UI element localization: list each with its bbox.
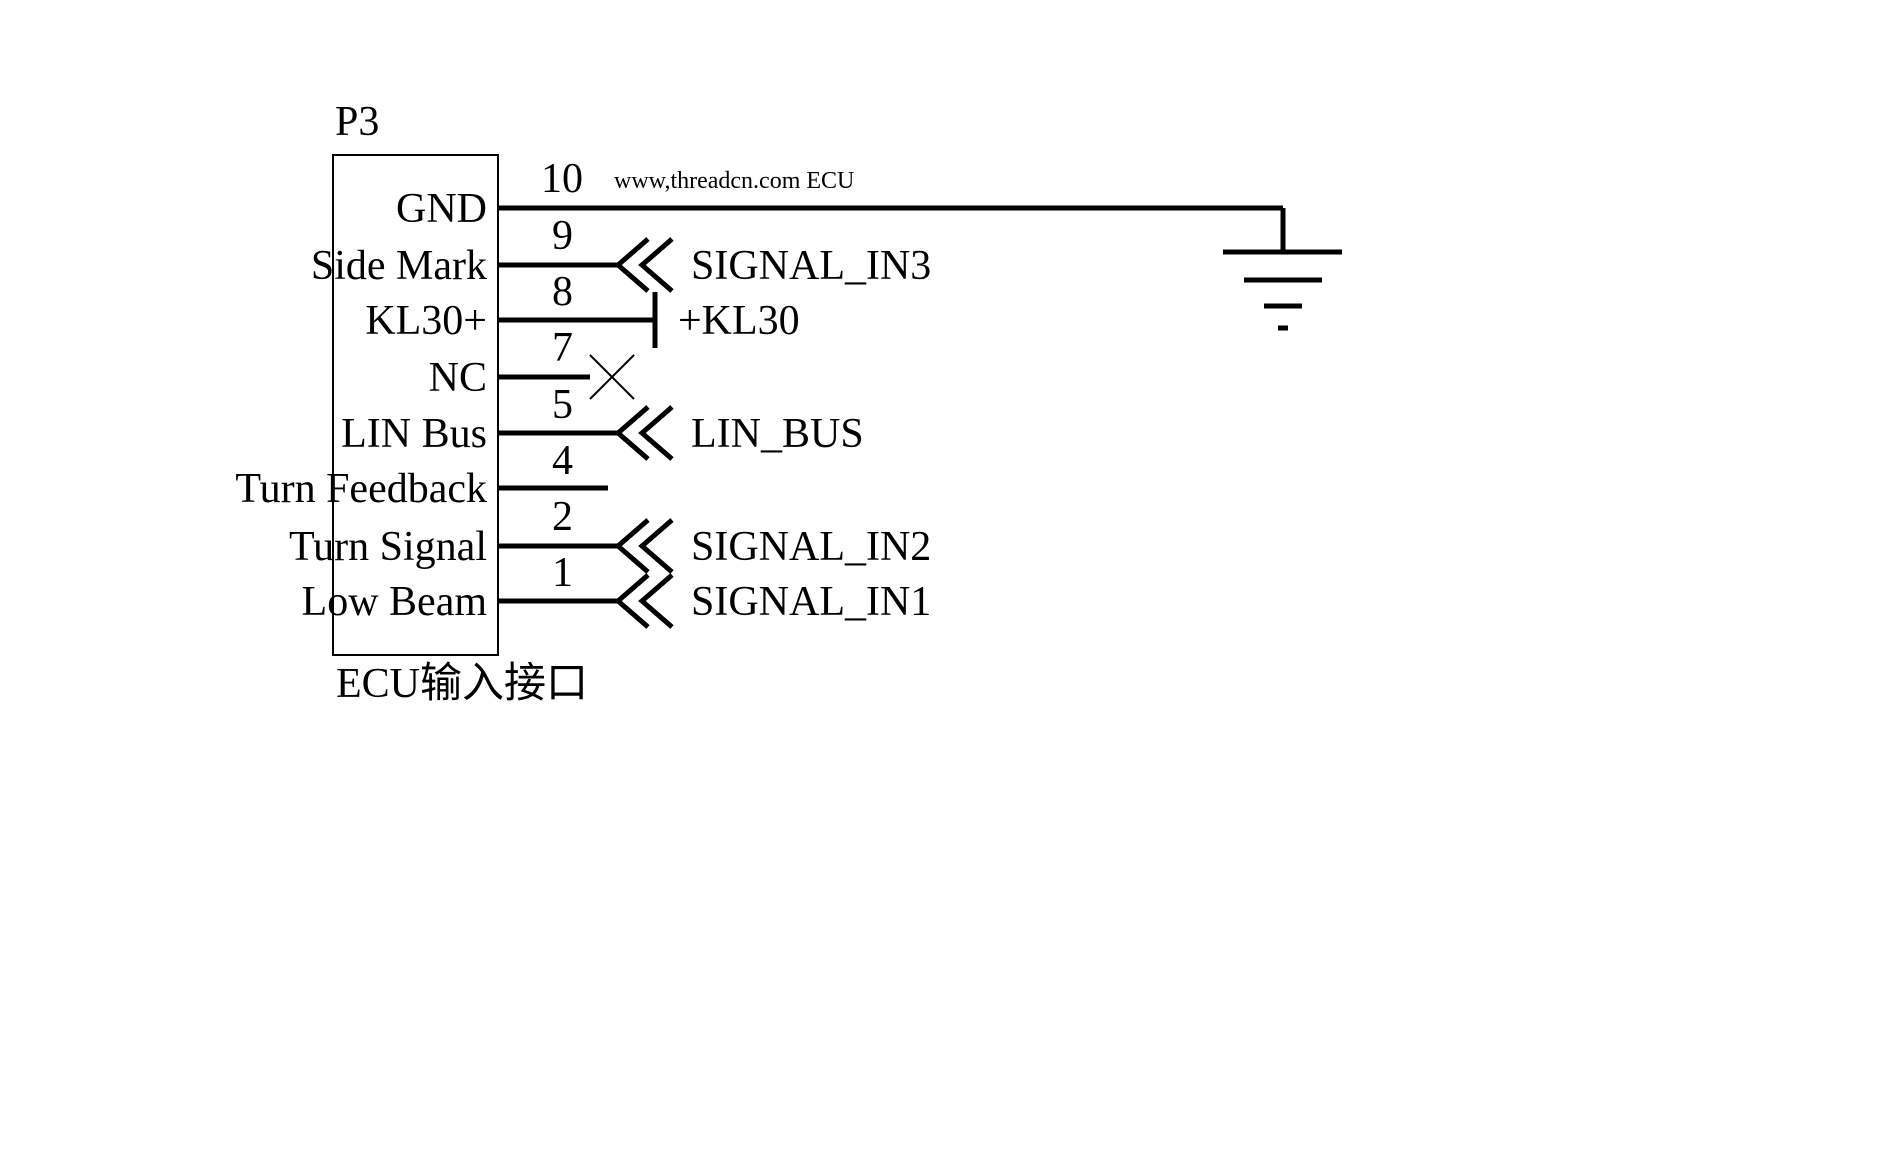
ground-symbol-icon bbox=[1223, 208, 1342, 328]
pin-number: 7 bbox=[552, 325, 573, 371]
pin-label: GND bbox=[396, 186, 487, 232]
pin-label: LIN Bus bbox=[341, 411, 487, 457]
pin-number: 2 bbox=[552, 494, 573, 540]
net-label: LIN_BUS bbox=[691, 411, 864, 457]
pin-label: NC bbox=[429, 355, 487, 401]
pin-row: LIN Bus 5 LIN_BUS bbox=[341, 382, 864, 459]
net-arrow-icon bbox=[642, 520, 672, 572]
pin-label: Turn Signal bbox=[289, 524, 487, 570]
watermark-text: www,threadcn.com ECU bbox=[614, 168, 854, 194]
connector-caption: ECU输入接口 bbox=[336, 661, 588, 707]
ecu-connector-schematic: P3 ECU输入接口 www,threadcn.com ECU GND 10 Sid… bbox=[0, 0, 1894, 1173]
net-arrow-icon bbox=[642, 575, 672, 627]
pin-number: 5 bbox=[552, 382, 573, 428]
net-label: SIGNAL_IN2 bbox=[691, 524, 931, 570]
net-label: SIGNAL_IN3 bbox=[691, 243, 931, 289]
pin-label: Side Mark bbox=[311, 243, 487, 289]
pin-number: 10 bbox=[541, 156, 583, 202]
pin-label: Turn Feedback bbox=[235, 466, 487, 512]
pin-number: 1 bbox=[552, 550, 573, 596]
net-label: +KL30 bbox=[678, 298, 800, 344]
connector-refdes: P3 bbox=[335, 99, 379, 145]
net-label: SIGNAL_IN1 bbox=[691, 579, 931, 625]
net-arrow-icon bbox=[642, 407, 672, 459]
pin-number: 4 bbox=[552, 438, 573, 484]
pin-label: Low Beam bbox=[302, 579, 488, 625]
net-arrow-icon bbox=[642, 239, 672, 291]
pin-label: KL30+ bbox=[365, 298, 487, 344]
pin-number: 8 bbox=[552, 269, 573, 315]
pins-group: GND 10 Side Mark 9 SIGNAL_IN3 KL30+ 8 +KL30 NC 7 L… bbox=[235, 156, 1283, 627]
pin-number: 9 bbox=[552, 213, 573, 259]
